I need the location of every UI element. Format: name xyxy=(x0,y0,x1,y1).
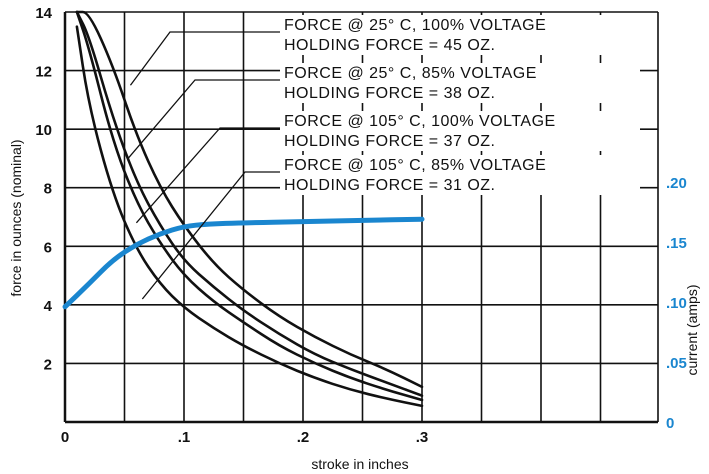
curves xyxy=(62,10,425,408)
x-axis-label: stroke in inches xyxy=(311,456,408,472)
legend-bg xyxy=(280,111,640,151)
legend-entry-2-line-2: HOLDING FORCE = 38 OZ. xyxy=(284,85,495,102)
y-tick-label: 14 xyxy=(35,5,52,22)
legend-leader-3 xyxy=(135,127,280,224)
y2-tick-label: .15 xyxy=(666,235,687,252)
force-curve-3 xyxy=(75,10,424,402)
legend-leaders xyxy=(127,31,280,300)
legend-entry-4-line-2: HOLDING FORCE = 31 OZ. xyxy=(284,177,495,194)
legend-leader-1 xyxy=(129,31,280,86)
legend-entry-1-line-2: HOLDING FORCE = 45 OZ. xyxy=(284,37,495,54)
legend-entry-3-line-2: HOLDING FORCE = 37 OZ. xyxy=(284,133,495,150)
x-tick-label: .3 xyxy=(416,429,429,446)
legend-entry-2-line-1: FORCE @ 25° C, 85% VOLTAGE xyxy=(284,65,537,82)
y2-axis-label: current (amps) xyxy=(684,284,700,375)
tick-labels: 0 .1 .2 .3 2 4 6 8 10 12 14 0 .05 .10 .15 .20 xyxy=(35,5,687,446)
x-tick-label: 0 xyxy=(61,429,69,446)
legend-leader-2 xyxy=(127,79,280,159)
legend-bg xyxy=(280,63,640,103)
y2-tick-label: 0 xyxy=(666,415,674,432)
force-curve-2 xyxy=(75,10,424,397)
legend-bg xyxy=(280,155,640,195)
x-tick-label: .1 xyxy=(178,429,191,446)
legend-entry-4-line-1: FORCE @ 105° C, 85% VOLTAGE xyxy=(284,157,546,174)
y-tick-label: 2 xyxy=(44,356,52,373)
force-curve-4 xyxy=(75,25,424,408)
force-curve-1 xyxy=(75,10,424,389)
legend: FORCE @ 25° C, 100% VOLTAGE HOLDING FORCE… xyxy=(280,15,640,195)
y-axis-label: force in ounces (nominal) xyxy=(8,139,24,296)
x-tick-label: .2 xyxy=(297,429,310,446)
y2-tick-label: .05 xyxy=(666,355,687,372)
y2-tick-label: .20 xyxy=(666,175,687,192)
y-tick-label: 10 xyxy=(35,122,52,139)
y-tick-label: 6 xyxy=(44,239,52,256)
current-curve xyxy=(62,216,425,310)
y2-tick-label: .10 xyxy=(666,295,687,312)
legend-entry-1-line-1: FORCE @ 25° C, 100% VOLTAGE xyxy=(284,17,546,34)
legend-entry-3-line-1: FORCE @ 105° C, 100% VOLTAGE xyxy=(284,113,556,130)
legend-bg xyxy=(280,15,640,55)
legend-leader-4 xyxy=(141,171,280,300)
y-tick-label: 12 xyxy=(35,64,52,81)
y-tick-label: 8 xyxy=(44,181,52,198)
y-tick-label: 4 xyxy=(44,298,53,315)
